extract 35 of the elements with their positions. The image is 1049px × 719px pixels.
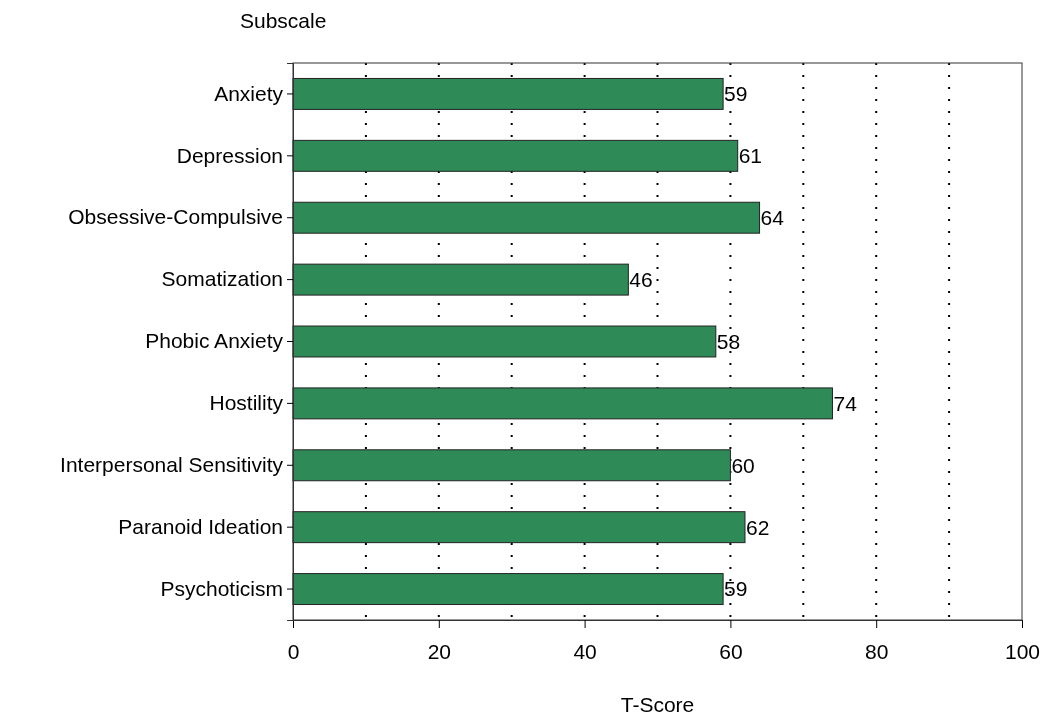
x-tick-label: 60: [719, 639, 743, 663]
y-axis-title: Subscale: [240, 9, 327, 32]
bar: [292, 325, 717, 358]
bar: [292, 201, 761, 234]
data-label: 64: [760, 206, 785, 230]
x-axis-title: T-Score: [620, 693, 695, 716]
y-tick-label: Phobic Anxiety: [145, 329, 284, 353]
data-label: 58: [716, 329, 741, 353]
y-tick-label: Hostility: [209, 391, 284, 415]
x-tick-label: 20: [427, 639, 451, 663]
data-label: 59: [724, 82, 748, 106]
bar: [292, 511, 746, 544]
bar: [292, 139, 739, 172]
data-label: 74: [833, 391, 858, 415]
y-tick-label: Obsessive-Compulsive: [68, 205, 283, 229]
y-tick-label: Anxiety: [214, 81, 284, 105]
data-label: 60: [731, 453, 755, 477]
bar: [292, 77, 724, 110]
x-tick-label: 80: [865, 639, 889, 663]
data-label: 46: [629, 267, 653, 291]
bar: [292, 449, 731, 482]
y-tick-label: Psychoticism: [160, 576, 283, 600]
data-label: 59: [724, 577, 748, 601]
bar: [292, 387, 833, 420]
y-tick-label: Depression: [176, 143, 283, 167]
data-label: 62: [745, 515, 770, 539]
y-tick-label: Somatization: [161, 267, 283, 291]
bar: [292, 573, 724, 606]
data-label: 61: [738, 144, 763, 168]
x-tick-label: 0: [287, 639, 300, 663]
y-tick-label: Interpersonal Sensitivity: [60, 453, 284, 476]
bar: [292, 263, 629, 296]
x-tick-label: 40: [573, 639, 597, 663]
y-tick-label: Paranoid Ideation: [118, 514, 283, 538]
x-tick-label: 100: [1004, 639, 1041, 663]
